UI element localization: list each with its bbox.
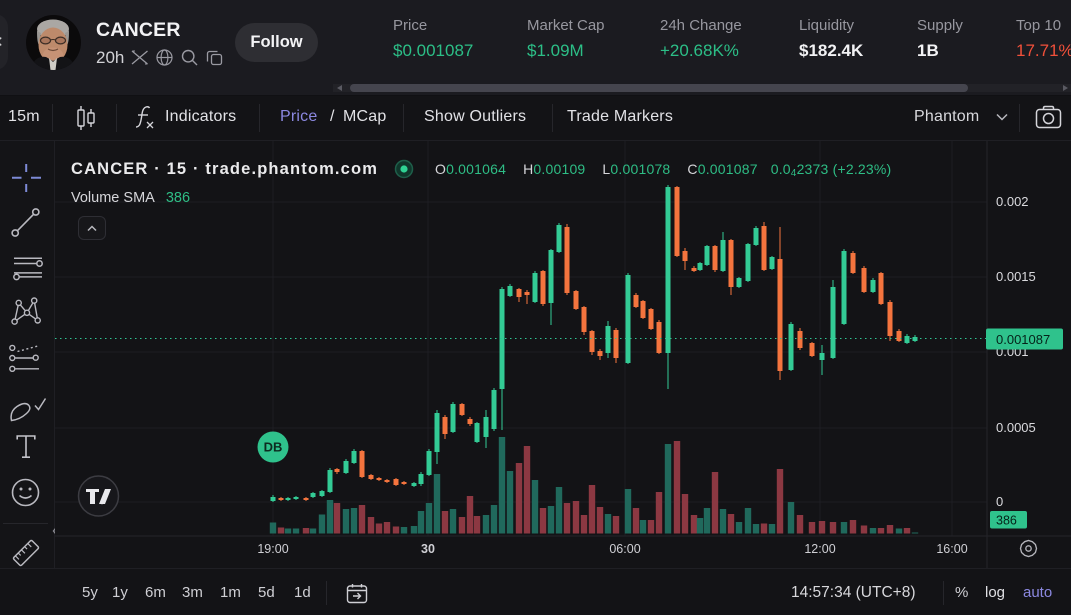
svg-text:0.002: 0.002 <box>996 194 1029 209</box>
svg-text:16:00: 16:00 <box>936 542 967 556</box>
svg-text:30: 30 <box>421 542 435 556</box>
svg-text:0: 0 <box>996 494 1003 509</box>
svg-text:12:00: 12:00 <box>804 542 835 556</box>
svg-text:DB: DB <box>264 440 283 455</box>
svg-text:19:00: 19:00 <box>257 542 288 556</box>
svg-text:386: 386 <box>996 514 1017 528</box>
svg-text:0.0005: 0.0005 <box>996 420 1036 435</box>
svg-text:0.001087: 0.001087 <box>996 332 1050 347</box>
svg-text:06:00: 06:00 <box>609 542 640 556</box>
svg-text:0.0015: 0.0015 <box>996 269 1036 284</box>
